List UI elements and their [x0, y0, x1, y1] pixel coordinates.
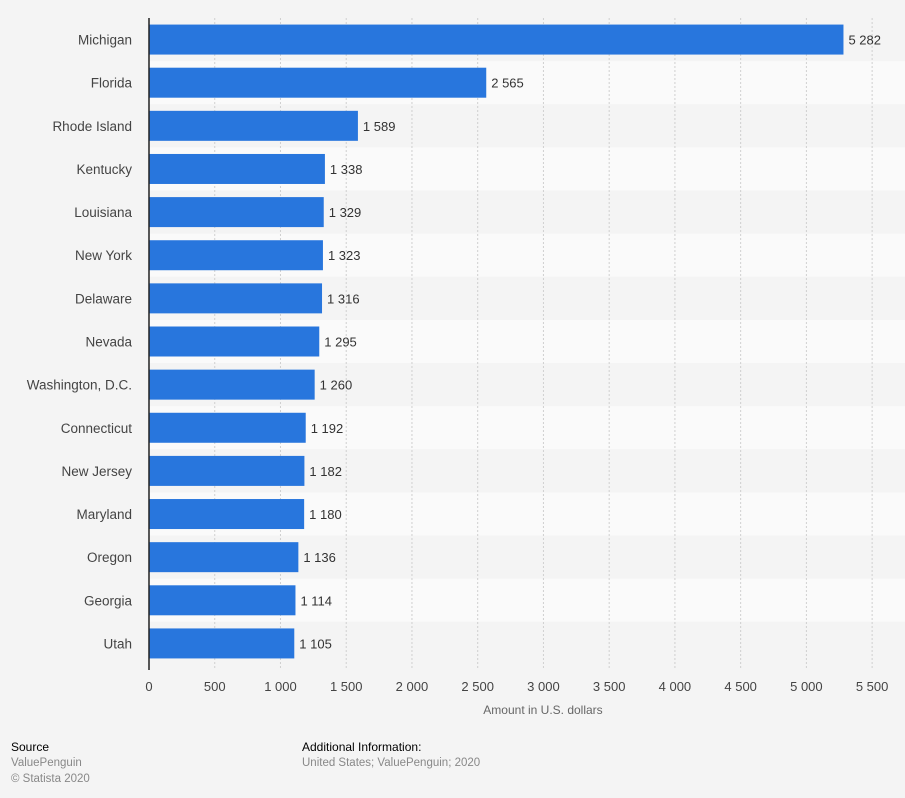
bar-florida — [149, 67, 487, 98]
bar-michigan — [149, 24, 844, 55]
x-tick-label: 500 — [204, 679, 226, 694]
bar-chart: 5 282 Michigan 2 565 Florida 1 589 Rhode Isla… — [26, 18, 889, 717]
category-label: Florida — [91, 76, 133, 91]
value-label: 1 114 — [300, 593, 332, 608]
copyright: © Statista 2020 — [11, 773, 90, 785]
bar-maryland — [149, 499, 305, 530]
additional-info-block: Additional Information: United States; V… — [302, 739, 480, 771]
value-label: 1 105 — [299, 636, 332, 651]
bar-oregon — [149, 542, 299, 573]
category-label: Georgia — [84, 593, 133, 608]
source-name[interactable]: ValuePenguin — [11, 757, 82, 769]
category-label: New Jersey — [61, 464, 132, 479]
bar-utah — [149, 628, 295, 659]
category-label: Maryland — [76, 507, 132, 522]
bar-new-york — [149, 240, 323, 271]
bar-nevada — [149, 326, 320, 357]
source-title: Source — [11, 740, 50, 754]
value-label: 1 180 — [309, 507, 342, 522]
bar-connecticut — [149, 412, 306, 443]
bar-new-jersey — [149, 455, 305, 486]
category-label: Rhode Island — [52, 119, 132, 134]
value-label: 1 182 — [309, 464, 342, 479]
category-label: Utah — [103, 636, 132, 651]
x-tick-label: 2 000 — [396, 679, 429, 694]
value-label: 1 295 — [324, 335, 357, 350]
bar-washington-d-c- — [149, 369, 315, 400]
value-label: 2 565 — [491, 76, 524, 91]
x-tick-label: 1 500 — [330, 679, 363, 694]
category-label: Washington, D.C. — [27, 378, 132, 393]
category-label: Delaware — [75, 291, 132, 306]
value-label: 1 136 — [303, 550, 336, 565]
bar-louisiana — [149, 197, 324, 228]
x-tick-label: 5 000 — [790, 679, 823, 694]
x-tick-label: 4 500 — [724, 679, 757, 694]
value-label: 1 589 — [363, 119, 396, 134]
source-block: Source ValuePenguin © Statista 2020 — [11, 739, 90, 787]
x-tick-label: 5 500 — [856, 679, 889, 694]
category-label: Louisiana — [74, 205, 132, 220]
category-label: Connecticut — [61, 421, 133, 436]
value-label: 1 323 — [328, 248, 361, 263]
value-label: 5 282 — [848, 33, 881, 48]
x-tick-label: 4 000 — [659, 679, 692, 694]
value-label: 1 260 — [320, 378, 353, 393]
x-tick-label: 1 000 — [264, 679, 297, 694]
bar-rhode-island — [149, 110, 358, 141]
category-label: Michigan — [78, 33, 132, 48]
bar-delaware — [149, 283, 323, 314]
additional-info-title: Additional Information: — [302, 740, 422, 754]
additional-info-text: United States; ValuePenguin; 2020 — [302, 757, 481, 769]
x-axis-title: Amount in U.S. dollars — [483, 703, 602, 717]
category-label: New York — [75, 248, 132, 263]
category-label: Nevada — [85, 335, 132, 350]
bar-kentucky — [149, 153, 325, 184]
x-tick-label: 2 500 — [461, 679, 494, 694]
value-label: 1 316 — [327, 291, 360, 306]
x-tick-label: 3 500 — [593, 679, 626, 694]
value-label: 1 338 — [330, 162, 363, 177]
category-label: Kentucky — [76, 162, 132, 177]
value-label: 1 192 — [311, 421, 344, 436]
x-tick-label: 3 000 — [527, 679, 560, 694]
x-tick-label: 0 — [145, 679, 152, 694]
bar-georgia — [149, 585, 296, 616]
value-label: 1 329 — [329, 205, 362, 220]
category-label: Oregon — [87, 550, 132, 565]
